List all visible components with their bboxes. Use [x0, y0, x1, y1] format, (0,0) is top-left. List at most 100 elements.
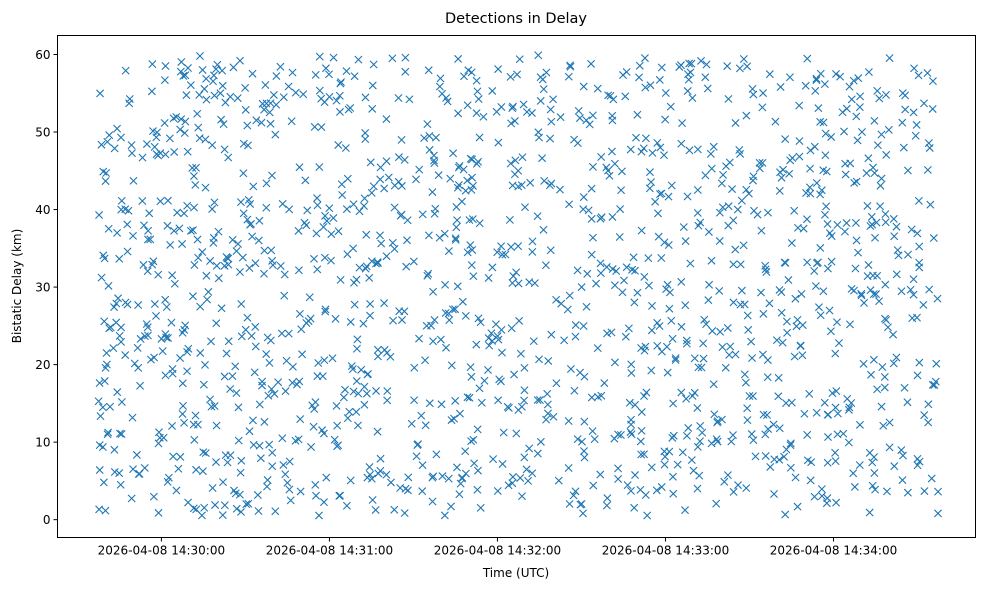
data-point: [709, 142, 718, 151]
data-point: [743, 62, 752, 71]
data-point: [494, 138, 503, 147]
data-point: [759, 309, 768, 318]
data-point: [582, 116, 591, 125]
data-point: [793, 315, 802, 324]
data-point: [545, 181, 554, 190]
data-point: [224, 153, 233, 162]
data-point: [328, 354, 337, 363]
data-point: [666, 102, 675, 111]
data-point: [602, 163, 611, 172]
data-point: [424, 231, 433, 240]
data-point: [362, 230, 371, 239]
data-point: [845, 82, 854, 91]
data-point: [285, 205, 294, 214]
data-point: [708, 326, 717, 335]
data-point: [749, 436, 758, 445]
data-point: [243, 313, 252, 322]
data-point: [317, 94, 326, 103]
data-point: [463, 101, 472, 110]
data-point: [817, 485, 826, 494]
data-point: [627, 360, 636, 369]
data-point: [294, 226, 303, 235]
data-point: [743, 404, 752, 413]
data-point: [554, 476, 563, 485]
data-point: [127, 494, 136, 503]
data-point: [609, 95, 618, 104]
data-point: [431, 204, 440, 213]
data-point: [915, 457, 924, 466]
data-point: [593, 84, 602, 93]
data-point: [854, 74, 863, 83]
data-point: [779, 165, 788, 174]
data-point: [217, 304, 226, 313]
data-point: [810, 142, 819, 151]
data-point: [302, 221, 311, 230]
data-point: [487, 329, 496, 338]
data-point: [723, 323, 732, 332]
data-point: [726, 342, 735, 351]
data-point: [232, 504, 241, 513]
data-point: [520, 386, 529, 395]
data-point: [610, 281, 619, 290]
data-point: [312, 491, 320, 500]
data-point: [805, 183, 814, 192]
data-point: [587, 214, 596, 223]
data-point: [272, 72, 281, 81]
data-point: [221, 451, 230, 460]
data-point: [621, 332, 630, 341]
data-point: [182, 91, 191, 100]
data-point: [508, 181, 517, 190]
data-point: [682, 336, 691, 345]
data-point: [493, 487, 502, 495]
data-point: [134, 301, 143, 310]
data-point: [640, 272, 649, 281]
data-point: [685, 146, 694, 155]
data-point: [218, 81, 227, 90]
data-point: [160, 76, 169, 85]
data-point: [791, 473, 800, 482]
data-point: [587, 59, 596, 68]
data-point: [138, 153, 147, 162]
data-point: [402, 262, 411, 271]
data-point: [117, 430, 126, 439]
data-point: [729, 260, 738, 269]
data-point: [923, 165, 932, 174]
data-point: [467, 437, 476, 446]
data-point: [707, 439, 716, 448]
data-point: [447, 361, 456, 370]
data-point: [184, 64, 192, 73]
data-point: [261, 81, 270, 89]
data-point: [428, 188, 437, 197]
data-point: [382, 348, 391, 357]
data-point: [268, 256, 277, 265]
data-point: [564, 464, 573, 473]
data-point: [244, 195, 253, 204]
data-point: [852, 236, 861, 245]
data-point: [924, 400, 933, 409]
data-point: [209, 77, 218, 86]
data-point: [626, 145, 635, 154]
data-point: [867, 212, 876, 221]
data-point: [540, 176, 549, 185]
data-point: [535, 355, 544, 364]
data-point: [435, 82, 444, 91]
data-point: [465, 216, 474, 225]
data-point: [422, 321, 431, 330]
data-point: [542, 68, 551, 77]
data-point: [668, 334, 677, 343]
data-point: [103, 430, 112, 439]
data-point: [271, 130, 280, 139]
data-point: [781, 135, 790, 144]
data-point: [855, 420, 864, 429]
data-point: [467, 68, 476, 77]
data-point: [484, 334, 493, 343]
data-point: [707, 164, 716, 173]
data-point: [683, 192, 692, 201]
data-point: [555, 185, 564, 194]
data-point: [860, 298, 869, 307]
data-point: [397, 135, 406, 144]
data-point: [255, 441, 264, 450]
data-point: [881, 210, 890, 219]
data-point: [801, 81, 810, 90]
data-point: [350, 278, 359, 287]
